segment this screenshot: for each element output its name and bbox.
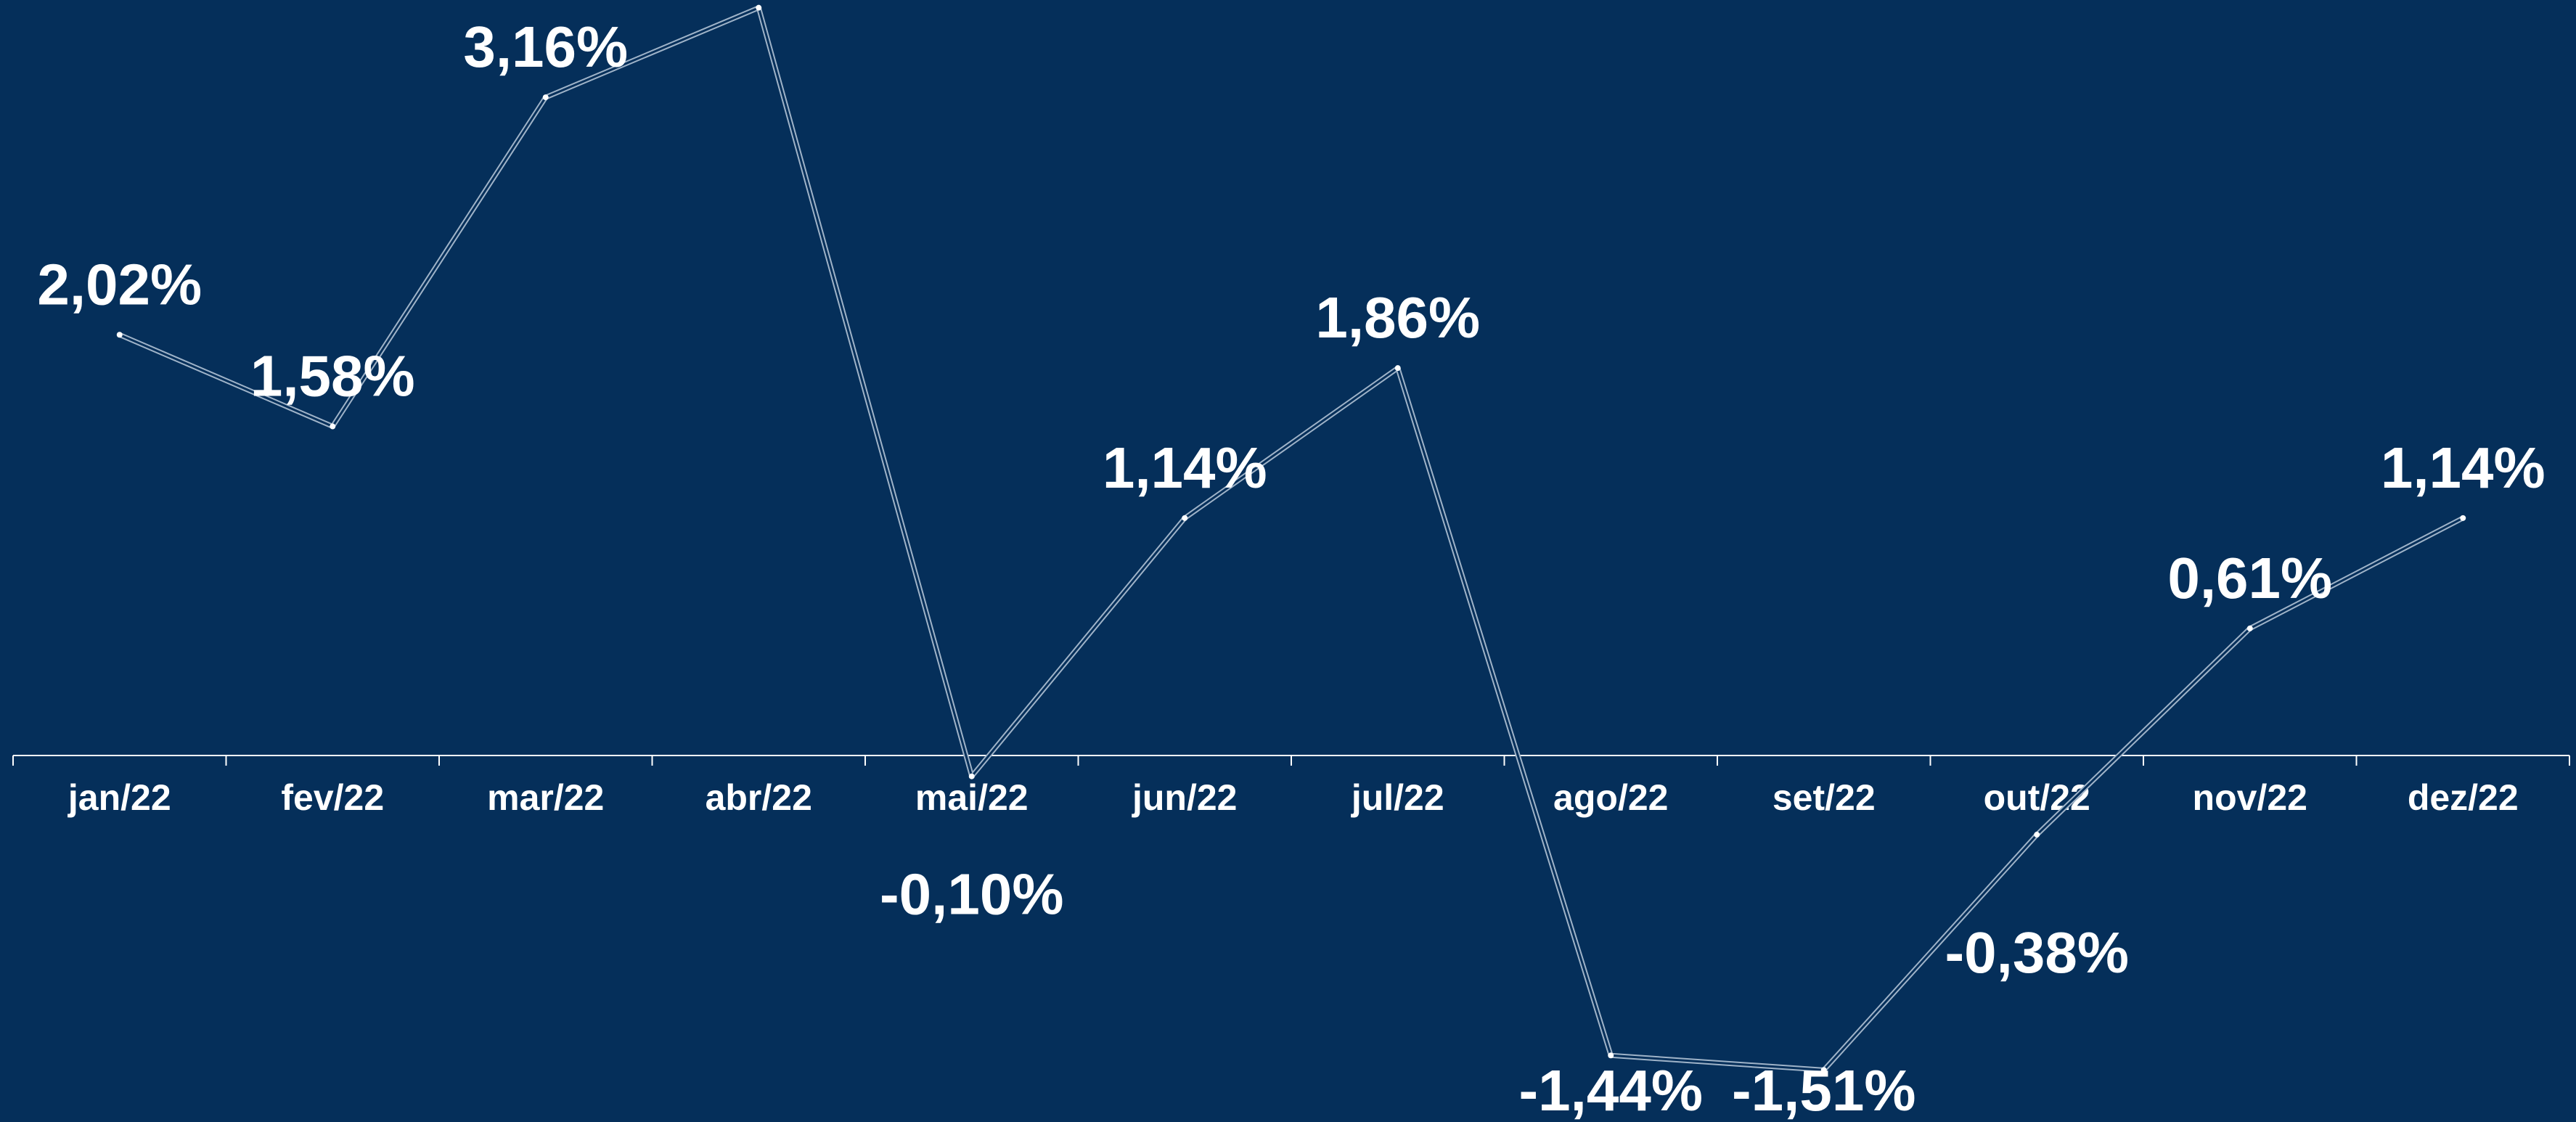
data-label: 1,14%	[2381, 435, 2546, 500]
data-label: -1,51%	[1732, 1058, 1915, 1122]
data-point	[2246, 625, 2253, 631]
series-line-group	[116, 4, 2466, 1073]
data-label: -0,10%	[880, 862, 1063, 927]
x-tick-label: ago/22	[1553, 777, 1668, 818]
data-point	[2034, 832, 2040, 838]
x-tick-label: jun/22	[1132, 777, 1237, 818]
x-tick-label: mar/22	[487, 777, 604, 818]
x-tick-label: nov/22	[2193, 777, 2307, 818]
data-point	[1820, 1067, 1827, 1073]
data-point	[1394, 365, 1401, 372]
data-point	[116, 332, 123, 338]
x-tick-label: set/22	[1772, 777, 1876, 818]
data-label: 0,61%	[2167, 546, 2332, 610]
data-point	[1608, 1052, 1614, 1059]
data-point	[756, 4, 762, 11]
x-tick-label: abr/22	[706, 777, 812, 818]
data-label: 1,14%	[1103, 435, 1267, 500]
x-tick-label: fev/22	[281, 777, 384, 818]
x-axis: jan/22 fev/22 mar/22 abr/22 mai/22 jun/22 jul/…	[12, 755, 2570, 818]
series-line-outline	[118, 5, 2464, 1073]
data-label: 1,86%	[1315, 285, 1480, 350]
data-point	[330, 423, 336, 430]
data-label: 3,16%	[463, 15, 628, 79]
data-label: -0,38%	[1945, 920, 2129, 985]
x-tick-label: jan/22	[68, 777, 171, 818]
data-label: 1,58%	[250, 344, 415, 409]
data-point	[2460, 515, 2466, 521]
data-point	[1182, 515, 1188, 521]
x-tick-label: mai/22	[915, 777, 1029, 818]
x-tick-label: dez/22	[2408, 777, 2519, 818]
x-tick-label: jul/22	[1351, 777, 1444, 818]
data-point	[968, 773, 975, 779]
data-label-group: 2,02%1,58%3,16%3,59%-0,10%1,14%1,86%-1,4…	[37, 15, 2546, 1122]
data-label: 2,02%	[37, 252, 202, 316]
data-label: -1,44%	[1519, 1058, 1703, 1122]
data-point	[542, 94, 549, 101]
series-line	[119, 7, 2463, 1071]
